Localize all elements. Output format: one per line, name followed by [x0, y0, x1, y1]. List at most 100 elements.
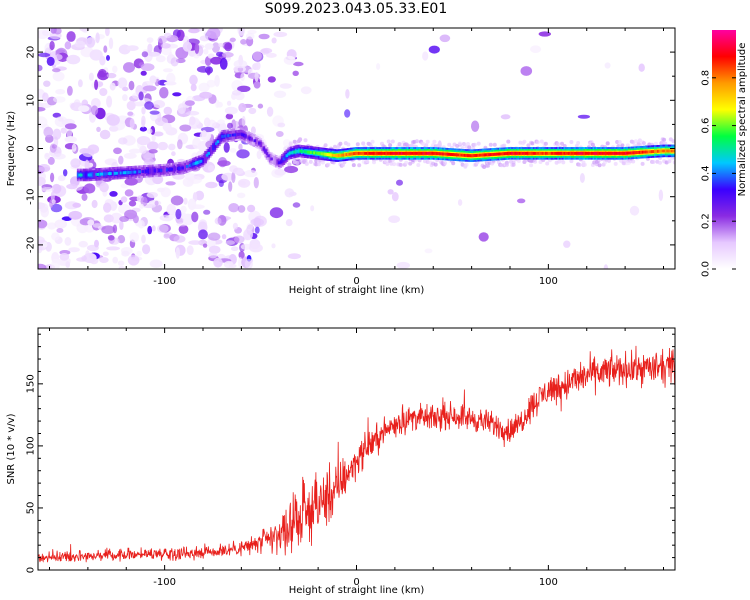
noise-blob: [47, 156, 55, 165]
noise-blob: [139, 203, 144, 209]
noise-blob: [186, 245, 194, 256]
ridge-cell: [568, 151, 571, 155]
ridge-cell: [116, 168, 120, 178]
noise-blob: [49, 143, 57, 153]
noise-blob: [141, 115, 146, 127]
noise-blob: [189, 116, 196, 126]
ridge-cell: [336, 154, 339, 158]
noise-blob: [285, 219, 293, 227]
ridge-cell: [394, 151, 398, 155]
ridge-halo: [529, 163, 534, 168]
y-tick-label: 50: [26, 502, 37, 515]
noise-blob: [577, 114, 591, 119]
noise-blob: [182, 41, 193, 52]
noise-blob: [175, 247, 180, 259]
ridge-cell: [207, 151, 210, 155]
ridge-cell: [147, 168, 151, 174]
ridge-cell: [288, 151, 292, 155]
noise-blob: [141, 51, 149, 58]
ridge-cell: [448, 152, 451, 156]
ridge-cell: [644, 150, 648, 154]
noise-blob: [203, 117, 211, 128]
noise-blob: [113, 147, 122, 155]
ridge-cell: [354, 151, 358, 155]
noise-blob: [207, 232, 221, 241]
ridge-cell: [526, 151, 530, 155]
ridge-cell: [581, 151, 585, 155]
ridge-cell: [451, 153, 454, 156]
noise-blob: [396, 179, 403, 186]
noise-blob: [160, 187, 171, 198]
snr-series-line: [37, 345, 676, 563]
noise-blob: [139, 126, 147, 132]
ridge-halo: [472, 142, 477, 147]
ridge-cell: [459, 153, 462, 157]
noise-blob: [66, 31, 76, 42]
ridge-halo: [304, 161, 309, 166]
ridge-halo: [605, 141, 610, 146]
noise-blob: [129, 232, 140, 243]
noise-blob: [230, 120, 240, 129]
ridge-halo: [613, 161, 618, 166]
noise-blob: [237, 178, 251, 188]
ridge-cell: [319, 152, 322, 156]
ridge-cell: [591, 151, 594, 155]
noise-blob: [471, 120, 480, 132]
noise-blob: [205, 181, 218, 189]
ridge-halo: [303, 158, 308, 163]
ridge-cell: [179, 165, 183, 171]
noise-blob: [237, 205, 246, 213]
ridge-cell: [532, 151, 536, 155]
ridge-cell: [647, 150, 651, 154]
noise-blob: [217, 119, 225, 124]
noise-blob: [237, 85, 251, 93]
noise-blob: [243, 169, 258, 178]
ridge-cell: [107, 172, 111, 176]
ridge-halo: [560, 141, 564, 146]
noise-blob: [198, 219, 208, 229]
noise-blob: [603, 264, 609, 269]
ridge-cell: [552, 151, 556, 155]
noise-blob: [207, 53, 215, 59]
noise-blob: [237, 192, 246, 199]
ridge-cell: [508, 151, 511, 155]
ridge-cell: [239, 132, 243, 136]
noise-blob: [204, 56, 212, 66]
noise-blob: [127, 111, 134, 116]
noise-blob: [110, 212, 123, 224]
noise-blob: [300, 86, 312, 95]
ridge-cell: [534, 151, 537, 155]
noise-blob: [123, 62, 135, 73]
ridge-cell: [273, 156, 276, 165]
ridge-cell: [262, 147, 266, 151]
ridge-cell: [542, 151, 545, 155]
ridge-cell: [268, 155, 272, 161]
noise-blob: [254, 71, 259, 82]
noise-blob: [38, 176, 46, 186]
noise-blob: [89, 49, 103, 61]
noise-blob: [38, 88, 44, 94]
noise-blob: [240, 39, 247, 45]
noise-blob: [224, 106, 238, 115]
ridge-halo: [672, 160, 675, 165]
ridge-cell: [259, 141, 263, 147]
noise-blob: [229, 37, 236, 42]
ridge-cell: [575, 151, 579, 155]
noise-blob: [43, 80, 51, 87]
ridge-cell: [371, 151, 375, 155]
ridge-cell: [446, 152, 450, 156]
noise-blob: [127, 254, 140, 266]
ridge-cell: [540, 151, 543, 155]
ridge-cell: [314, 151, 318, 155]
ridge-cell: [561, 151, 565, 155]
ridge-cell: [627, 151, 631, 155]
ridge-cell: [663, 149, 666, 153]
ridge-cell: [278, 161, 281, 165]
ridge-cell: [254, 138, 258, 145]
ridge-cell: [410, 151, 413, 155]
colorbar-label: Normalized spectral amplitude: [737, 43, 748, 197]
ridge-halo: [461, 142, 466, 146]
noise-blob: [159, 87, 169, 99]
noise-blob: [121, 250, 130, 257]
noise-blob: [157, 35, 168, 44]
